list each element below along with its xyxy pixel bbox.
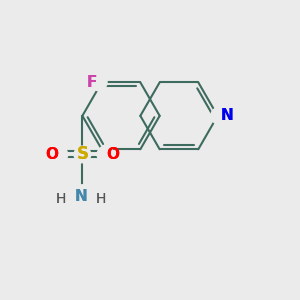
Text: N: N: [220, 108, 233, 123]
Text: H: H: [96, 192, 106, 206]
Circle shape: [51, 146, 68, 163]
Circle shape: [90, 74, 107, 91]
Text: N: N: [74, 189, 87, 204]
Text: O: O: [46, 147, 59, 162]
Circle shape: [211, 107, 227, 124]
Text: O: O: [106, 147, 119, 162]
Circle shape: [74, 185, 91, 201]
Text: S: S: [76, 146, 88, 164]
Text: F: F: [87, 75, 97, 90]
Text: O: O: [46, 147, 59, 162]
Text: N: N: [74, 189, 87, 204]
Text: F: F: [87, 75, 97, 90]
Text: H: H: [96, 192, 106, 206]
Circle shape: [97, 146, 114, 163]
Text: N: N: [220, 108, 233, 123]
Circle shape: [74, 146, 91, 163]
Text: O: O: [106, 147, 119, 162]
Text: H: H: [56, 192, 66, 206]
Text: S: S: [76, 146, 88, 164]
Text: H: H: [56, 192, 66, 206]
